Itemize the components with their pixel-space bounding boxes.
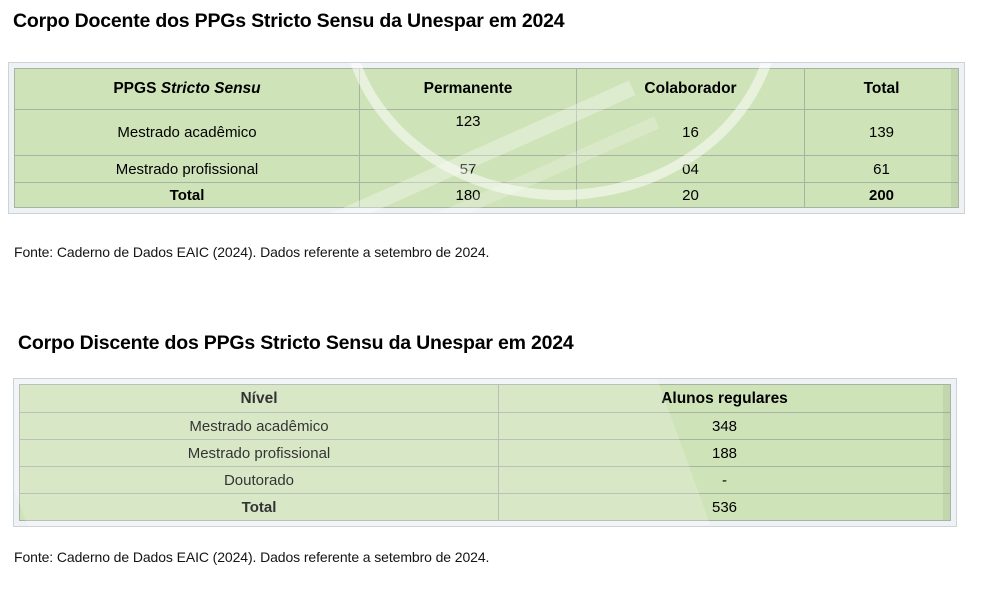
docente-title: Corpo Docente dos PPGs Stricto Sensu da … <box>13 10 565 32</box>
cell-alunos: 536 <box>498 493 951 521</box>
cell-total: 200 <box>804 182 959 208</box>
table-row: Doutorado - <box>19 466 951 494</box>
docente-col-ppgs-italic: Stricto Sensu <box>160 80 261 97</box>
table-total-row: Total 180 20 200 <box>14 182 959 208</box>
discente-header-row: Nível Alunos regulares <box>19 384 951 413</box>
docente-col-ppgs: PPGS Stricto Sensu <box>14 68 360 110</box>
docente-col-colaborador: Colaborador <box>576 68 805 110</box>
docente-table: PPGS Stricto Sensu Permanente Colaborado… <box>14 68 959 208</box>
discente-table-image: Nível Alunos regulares Mestrado acadêmic… <box>13 378 957 527</box>
cell-nivel: Mestrado profissional <box>14 155 360 183</box>
docente-table-image: PPGS Stricto Sensu Permanente Colaborado… <box>8 62 965 214</box>
cell-nivel: Mestrado acadêmico <box>19 412 499 440</box>
cell-nivel: Mestrado acadêmico <box>14 109 360 156</box>
docente-col-permanente: Permanente <box>359 68 577 110</box>
discente-col-alunos: Alunos regulares <box>498 384 951 413</box>
cell-alunos: 188 <box>498 439 951 467</box>
cell-permanente: 123 <box>359 109 577 156</box>
cell-nivel: Doutorado <box>19 466 499 494</box>
discente-table: Nível Alunos regulares Mestrado acadêmic… <box>19 384 951 521</box>
cell-total: 61 <box>804 155 959 183</box>
cell-permanente: 57 <box>359 155 577 183</box>
cell-nivel: Total <box>14 182 360 208</box>
docente-source: Fonte: Caderno de Dados EAIC (2024). Dad… <box>14 244 490 260</box>
cell-colaborador: 20 <box>576 182 805 208</box>
table-row: Mestrado profissional 57 04 61 <box>14 155 959 183</box>
discente-col-nivel: Nível <box>19 384 499 413</box>
docente-header-row: PPGS Stricto Sensu Permanente Colaborado… <box>14 68 959 110</box>
cell-total: 139 <box>804 109 959 156</box>
cell-colaborador: 16 <box>576 109 805 156</box>
cell-nivel: Mestrado profissional <box>19 439 499 467</box>
discente-source: Fonte: Caderno de Dados EAIC (2024). Dad… <box>14 549 490 565</box>
docente-col-ppgs-plain: PPGS <box>113 80 161 97</box>
cell-alunos: 348 <box>498 412 951 440</box>
cell-colaborador: 04 <box>576 155 805 183</box>
table-total-row: Total 536 <box>19 493 951 521</box>
table-row: Mestrado profissional 188 <box>19 439 951 467</box>
cell-alunos: - <box>498 466 951 494</box>
table-row: Mestrado acadêmico 348 <box>19 412 951 440</box>
discente-title: Corpo Discente dos PPGs Stricto Sensu da… <box>18 332 574 354</box>
table-row: Mestrado acadêmico 123 16 139 <box>14 109 959 156</box>
docente-col-total: Total <box>804 68 959 110</box>
cell-permanente: 180 <box>359 182 577 208</box>
cell-nivel: Total <box>19 493 499 521</box>
